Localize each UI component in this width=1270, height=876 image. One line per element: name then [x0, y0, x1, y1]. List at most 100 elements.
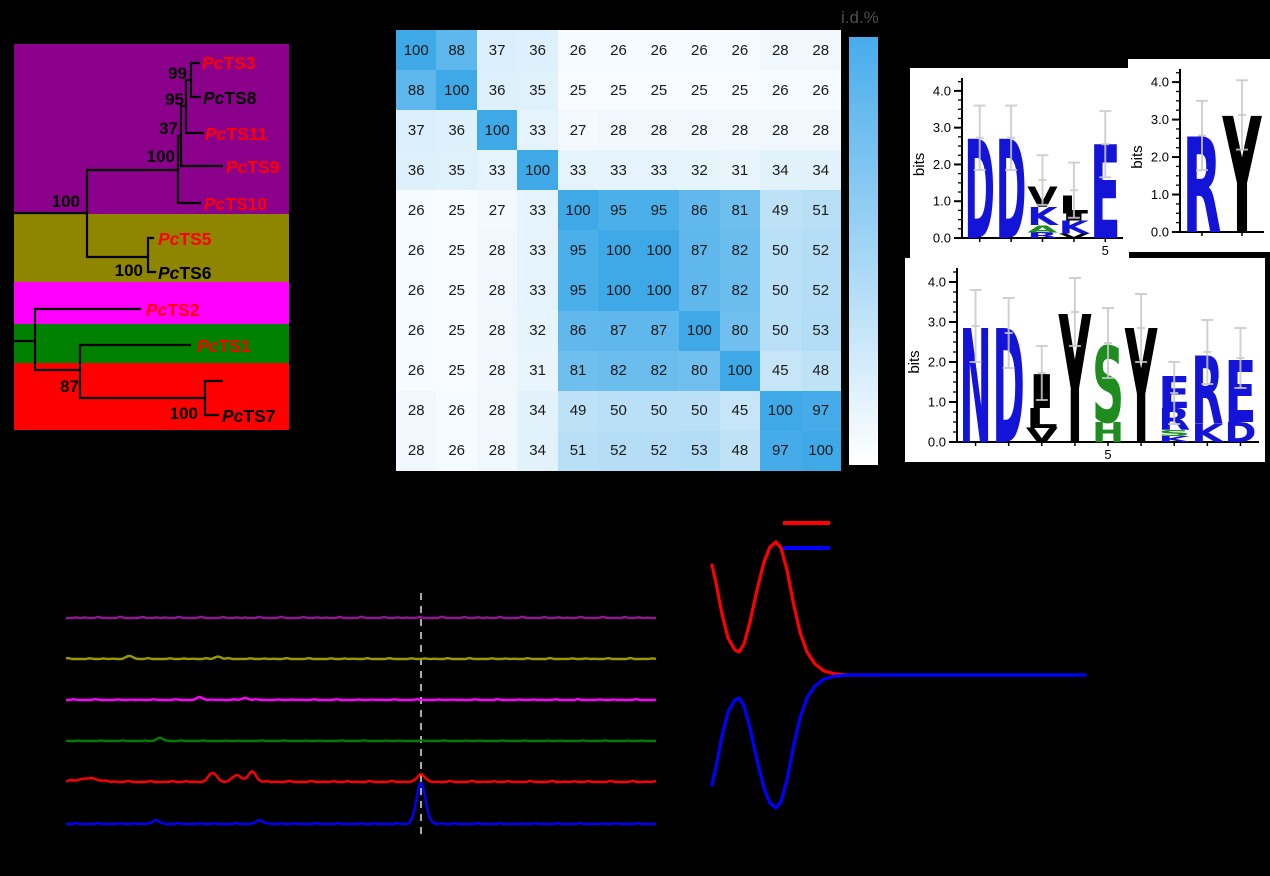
matrix-cell: 52	[800, 270, 841, 311]
series-blue	[710, 673, 1087, 810]
matrix-cell: 95	[598, 190, 639, 231]
matrix-cell: 33	[476, 150, 518, 191]
logo-xtick: 5	[1104, 447, 1111, 462]
matrix-cell: 86	[557, 310, 599, 351]
matrix-cell: 33	[557, 150, 599, 191]
logo-letter-V: V	[1059, 232, 1090, 239]
matrix-cell: 26	[638, 30, 680, 71]
matrix-cell: 80	[679, 350, 720, 391]
logo-letter-K: K	[1059, 217, 1091, 238]
logo-letter-K: K	[1158, 434, 1192, 444]
logo-letter-K: K	[1027, 202, 1059, 231]
taxon-label: PcTS2	[146, 300, 200, 320]
matrix-cell: 31	[719, 150, 761, 191]
taxon-label: PcTS5	[158, 229, 212, 249]
matrix-cell: 37	[476, 30, 518, 71]
matrix-cell: 26	[598, 30, 639, 71]
matrix-cell: 34	[517, 390, 558, 431]
matrix-cell: 49	[760, 190, 801, 231]
matrix-cell: 100	[598, 230, 639, 271]
trace-green	[65, 736, 656, 743]
matrix-cell: 51	[557, 430, 599, 471]
tree-band-magenta	[14, 282, 289, 324]
matrix-cell: 26	[396, 310, 437, 351]
matrix-cell: 87	[679, 230, 720, 271]
matrix-cell: 100	[679, 310, 720, 351]
logo-xtick: 5	[1102, 243, 1109, 258]
matrix-cell: 25	[638, 70, 680, 111]
matrix-cell: 100	[638, 230, 680, 271]
matrix-cell: 26	[396, 270, 437, 311]
difference-spectra-panel	[710, 521, 1087, 810]
matrix-cell: 28	[760, 30, 801, 71]
bootstrap-value: 100	[147, 147, 175, 166]
logo-ylabel: bits	[1129, 145, 1146, 168]
matrix-cell: 82	[719, 270, 761, 311]
matrix-cell: 35	[517, 70, 558, 111]
bootstrap-value: 99	[168, 64, 187, 83]
matrix-cell: 33	[638, 150, 680, 191]
matrix-cell: 82	[719, 230, 761, 271]
logo-ytick: 2.0	[933, 157, 951, 172]
matrix-cell: 87	[638, 310, 680, 351]
matrix-cell: 100	[800, 430, 841, 471]
matrix-cell: 33	[517, 110, 558, 151]
matrix-cell: 36	[396, 150, 437, 191]
taxon-label: PcTS8	[203, 88, 257, 108]
trace-olive	[65, 654, 657, 661]
matrix-cell: 26	[396, 350, 437, 391]
logo-ytick: 0.0	[928, 435, 946, 450]
matrix-cell: 28	[396, 430, 437, 471]
bootstrap-value: 95	[165, 90, 184, 109]
tree-band-purple	[14, 44, 289, 214]
matrix-cell: 26	[436, 430, 477, 471]
bootstrap-value: 100	[170, 404, 198, 423]
matrix-cell: 82	[598, 350, 639, 391]
identity-colorbar	[849, 37, 878, 465]
matrix-cell: 28	[476, 230, 518, 271]
matrix-cell: 28	[476, 270, 518, 311]
matrix-cell: 100	[760, 390, 801, 431]
matrix-cell: 27	[476, 190, 518, 231]
matrix-cell: 26	[679, 30, 720, 71]
matrix-cell: 25	[436, 350, 477, 391]
matrix-cell: 100	[436, 70, 477, 111]
matrix-cell: 34	[800, 150, 841, 191]
logo-ytick: 3.0	[933, 120, 951, 135]
tree-band-olive	[14, 214, 289, 282]
identity-matrix-heatmap: 100 88 37 36 26 26 26 26 26 28 28 88 100 36 35 25 25 25 25…	[396, 30, 841, 471]
matrix-cell: 25	[598, 70, 639, 111]
matrix-cell: 97	[760, 430, 801, 471]
sequence-logo-1: 0.01.02.03.04.0bitsDDRAKVVKILE5	[910, 68, 1129, 258]
matrix-cell: 28	[760, 110, 801, 151]
matrix-cell: 35	[436, 150, 477, 191]
matrix-cell: 31	[517, 350, 558, 391]
matrix-cell: 50	[760, 230, 801, 271]
logo-ytick: 3.0	[1151, 112, 1169, 127]
logo-ytick: 1.0	[928, 395, 946, 410]
matrix-cell: 100	[638, 270, 680, 311]
logo-ytick: 2.0	[928, 355, 946, 370]
matrix-cell: 45	[719, 390, 761, 431]
sequence-logo-2: 0.0 1.0 2.0 3.0 4.0 bits R Y	[1128, 59, 1270, 252]
matrix-cell: 50	[638, 390, 680, 431]
matrix-cell: 32	[679, 150, 720, 191]
series-red	[710, 540, 882, 677]
matrix-cell: 28	[396, 390, 437, 431]
chromatogram-panel	[65, 593, 657, 838]
matrix-cell: 26	[396, 190, 437, 231]
matrix-cell: 33	[517, 230, 558, 271]
matrix-cell: 100	[719, 350, 761, 391]
matrix-cell: 25	[436, 230, 477, 271]
matrix-cell: 81	[719, 190, 761, 231]
matrix-cell: 50	[760, 270, 801, 311]
taxon-label: PcTS7	[222, 406, 276, 426]
taxon-label: PcTS1	[197, 336, 251, 356]
bootstrap-value: 87	[60, 377, 79, 396]
trace-red	[65, 770, 657, 784]
logo-letter-S: S	[1158, 428, 1190, 438]
logo-ylabel: bits	[906, 350, 923, 373]
tree-band-red	[14, 363, 289, 430]
